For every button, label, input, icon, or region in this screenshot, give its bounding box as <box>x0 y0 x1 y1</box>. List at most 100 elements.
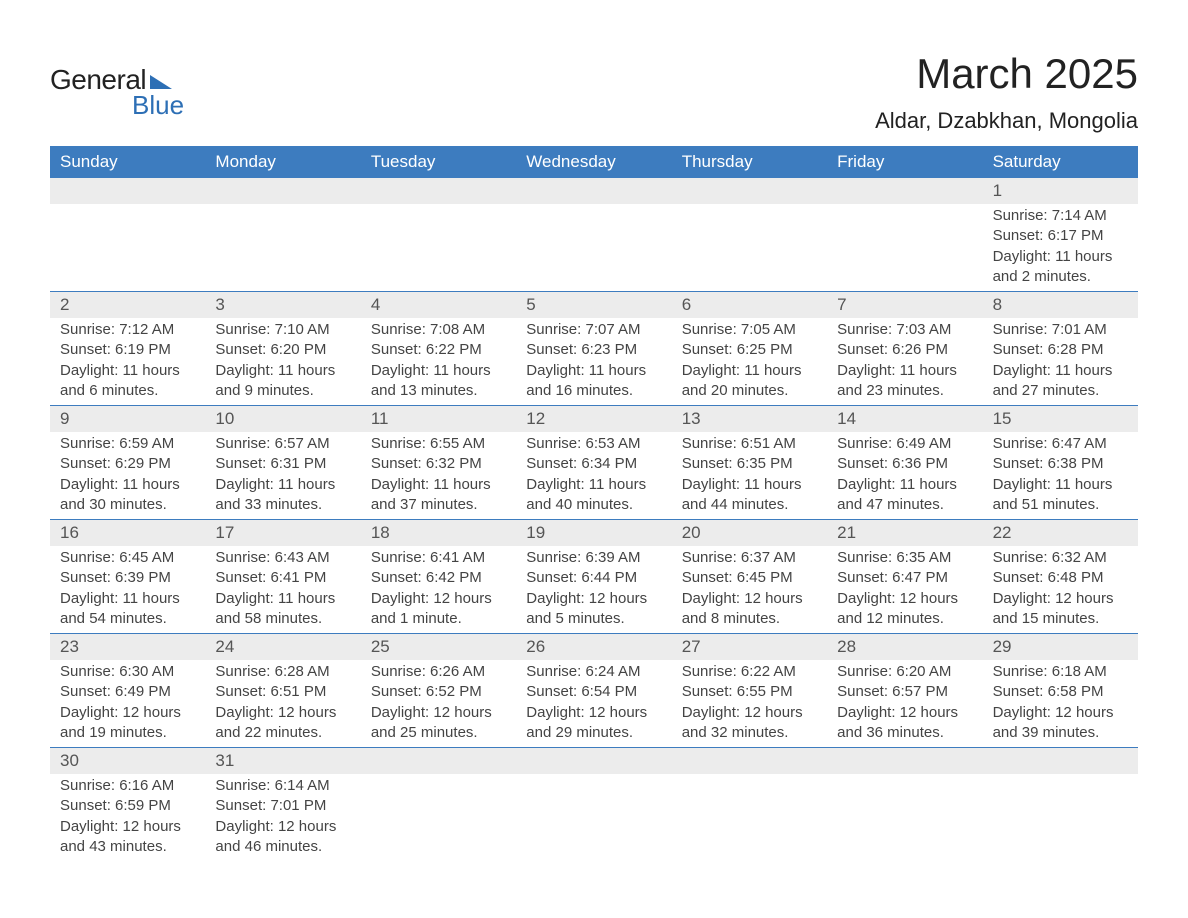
location: Aldar, Dzabkhan, Mongolia <box>875 108 1138 134</box>
sunset-line: Sunset: 6:20 PM <box>215 340 350 360</box>
month-title: March 2025 <box>875 50 1138 98</box>
day-number: 20 <box>672 520 827 546</box>
daylight-line: Daylight: 11 hours and 9 minutes. <box>215 361 350 402</box>
day-cell <box>516 774 671 861</box>
day-number: 8 <box>983 292 1138 318</box>
sunrise-line: Sunrise: 6:55 AM <box>371 434 506 454</box>
sunset-line: Sunset: 6:34 PM <box>526 454 661 474</box>
daylight-line: Daylight: 12 hours and 15 minutes. <box>993 589 1128 630</box>
day-number <box>827 748 982 774</box>
daylight-line: Daylight: 11 hours and 47 minutes. <box>837 475 972 516</box>
calendar: SundayMondayTuesdayWednesdayThursdayFrid… <box>50 146 1138 861</box>
day-number <box>827 178 982 204</box>
daylight-line: Daylight: 12 hours and 46 minutes. <box>215 817 350 858</box>
sunrise-line: Sunrise: 6:28 AM <box>215 662 350 682</box>
sunset-line: Sunset: 6:49 PM <box>60 682 195 702</box>
sunset-line: Sunset: 6:31 PM <box>215 454 350 474</box>
sunset-line: Sunset: 6:59 PM <box>60 796 195 816</box>
daylight-line: Daylight: 12 hours and 36 minutes. <box>837 703 972 744</box>
logo-triangle-icon <box>150 75 172 89</box>
daylight-line: Daylight: 12 hours and 19 minutes. <box>60 703 195 744</box>
day-number: 3 <box>205 292 360 318</box>
day-number: 23 <box>50 634 205 660</box>
title-block: March 2025 Aldar, Dzabkhan, Mongolia <box>875 30 1138 134</box>
sunrise-line: Sunrise: 6:14 AM <box>215 776 350 796</box>
day-cell: Sunrise: 6:35 AMSunset: 6:47 PMDaylight:… <box>827 546 982 633</box>
day-cell: Sunrise: 6:24 AMSunset: 6:54 PMDaylight:… <box>516 660 671 747</box>
day-number: 19 <box>516 520 671 546</box>
day-number: 30 <box>50 748 205 774</box>
daylight-line: Daylight: 11 hours and 23 minutes. <box>837 361 972 402</box>
sunset-line: Sunset: 6:17 PM <box>993 226 1128 246</box>
sunrise-line: Sunrise: 6:30 AM <box>60 662 195 682</box>
day-number <box>672 178 827 204</box>
day-number: 17 <box>205 520 360 546</box>
weekday-header: Tuesday <box>361 146 516 178</box>
day-cell: Sunrise: 6:37 AMSunset: 6:45 PMDaylight:… <box>672 546 827 633</box>
sunset-line: Sunset: 6:44 PM <box>526 568 661 588</box>
day-cell <box>50 204 205 291</box>
sunrise-line: Sunrise: 6:32 AM <box>993 548 1128 568</box>
calendar-header-row: SundayMondayTuesdayWednesdayThursdayFrid… <box>50 146 1138 178</box>
sunrise-line: Sunrise: 6:47 AM <box>993 434 1128 454</box>
logo: General Blue <box>50 64 184 121</box>
sunrise-line: Sunrise: 7:12 AM <box>60 320 195 340</box>
sunset-line: Sunset: 6:54 PM <box>526 682 661 702</box>
day-number: 7 <box>827 292 982 318</box>
sunset-line: Sunset: 6:47 PM <box>837 568 972 588</box>
day-number: 15 <box>983 406 1138 432</box>
day-number: 24 <box>205 634 360 660</box>
day-cell <box>361 204 516 291</box>
sunrise-line: Sunrise: 6:57 AM <box>215 434 350 454</box>
day-cell: Sunrise: 6:16 AMSunset: 6:59 PMDaylight:… <box>50 774 205 861</box>
daylight-line: Daylight: 12 hours and 39 minutes. <box>993 703 1128 744</box>
day-cell: Sunrise: 7:07 AMSunset: 6:23 PMDaylight:… <box>516 318 671 405</box>
sunset-line: Sunset: 6:51 PM <box>215 682 350 702</box>
sunrise-line: Sunrise: 6:59 AM <box>60 434 195 454</box>
daynum-row: 9101112131415 <box>50 406 1138 432</box>
weekday-header: Wednesday <box>516 146 671 178</box>
daylight-line: Daylight: 12 hours and 32 minutes. <box>682 703 817 744</box>
daylight-line: Daylight: 12 hours and 12 minutes. <box>837 589 972 630</box>
day-number: 27 <box>672 634 827 660</box>
sunset-line: Sunset: 6:55 PM <box>682 682 817 702</box>
sunrise-line: Sunrise: 7:07 AM <box>526 320 661 340</box>
day-cell: Sunrise: 6:14 AMSunset: 7:01 PMDaylight:… <box>205 774 360 861</box>
daylight-line: Daylight: 12 hours and 8 minutes. <box>682 589 817 630</box>
day-cell: Sunrise: 6:20 AMSunset: 6:57 PMDaylight:… <box>827 660 982 747</box>
sunset-line: Sunset: 6:19 PM <box>60 340 195 360</box>
day-cell: Sunrise: 7:08 AMSunset: 6:22 PMDaylight:… <box>361 318 516 405</box>
daylight-line: Daylight: 11 hours and 37 minutes. <box>371 475 506 516</box>
sunrise-line: Sunrise: 6:37 AM <box>682 548 817 568</box>
daylight-line: Daylight: 11 hours and 20 minutes. <box>682 361 817 402</box>
week-row: Sunrise: 7:14 AMSunset: 6:17 PMDaylight:… <box>50 204 1138 292</box>
sunset-line: Sunset: 6:23 PM <box>526 340 661 360</box>
sunrise-line: Sunrise: 6:39 AM <box>526 548 661 568</box>
header: General Blue March 2025 Aldar, Dzabkhan,… <box>50 30 1138 134</box>
daynum-row: 2345678 <box>50 292 1138 318</box>
sunrise-line: Sunrise: 6:45 AM <box>60 548 195 568</box>
day-cell: Sunrise: 7:03 AMSunset: 6:26 PMDaylight:… <box>827 318 982 405</box>
day-number: 22 <box>983 520 1138 546</box>
day-cell <box>516 204 671 291</box>
weekday-header: Sunday <box>50 146 205 178</box>
day-number: 2 <box>50 292 205 318</box>
week-row: Sunrise: 6:30 AMSunset: 6:49 PMDaylight:… <box>50 660 1138 748</box>
day-number: 28 <box>827 634 982 660</box>
weekday-header: Saturday <box>983 146 1138 178</box>
calendar-body: 1Sunrise: 7:14 AMSunset: 6:17 PMDaylight… <box>50 178 1138 861</box>
sunrise-line: Sunrise: 7:10 AM <box>215 320 350 340</box>
daylight-line: Daylight: 11 hours and 54 minutes. <box>60 589 195 630</box>
sunrise-line: Sunrise: 6:16 AM <box>60 776 195 796</box>
day-number: 5 <box>516 292 671 318</box>
day-cell <box>827 774 982 861</box>
sunset-line: Sunset: 6:29 PM <box>60 454 195 474</box>
daynum-row: 3031 <box>50 748 1138 774</box>
logo-word-2: Blue <box>132 90 184 121</box>
day-cell: Sunrise: 6:41 AMSunset: 6:42 PMDaylight:… <box>361 546 516 633</box>
sunrise-line: Sunrise: 6:41 AM <box>371 548 506 568</box>
sunrise-line: Sunrise: 6:20 AM <box>837 662 972 682</box>
sunset-line: Sunset: 6:36 PM <box>837 454 972 474</box>
sunset-line: Sunset: 6:39 PM <box>60 568 195 588</box>
sunset-line: Sunset: 6:45 PM <box>682 568 817 588</box>
